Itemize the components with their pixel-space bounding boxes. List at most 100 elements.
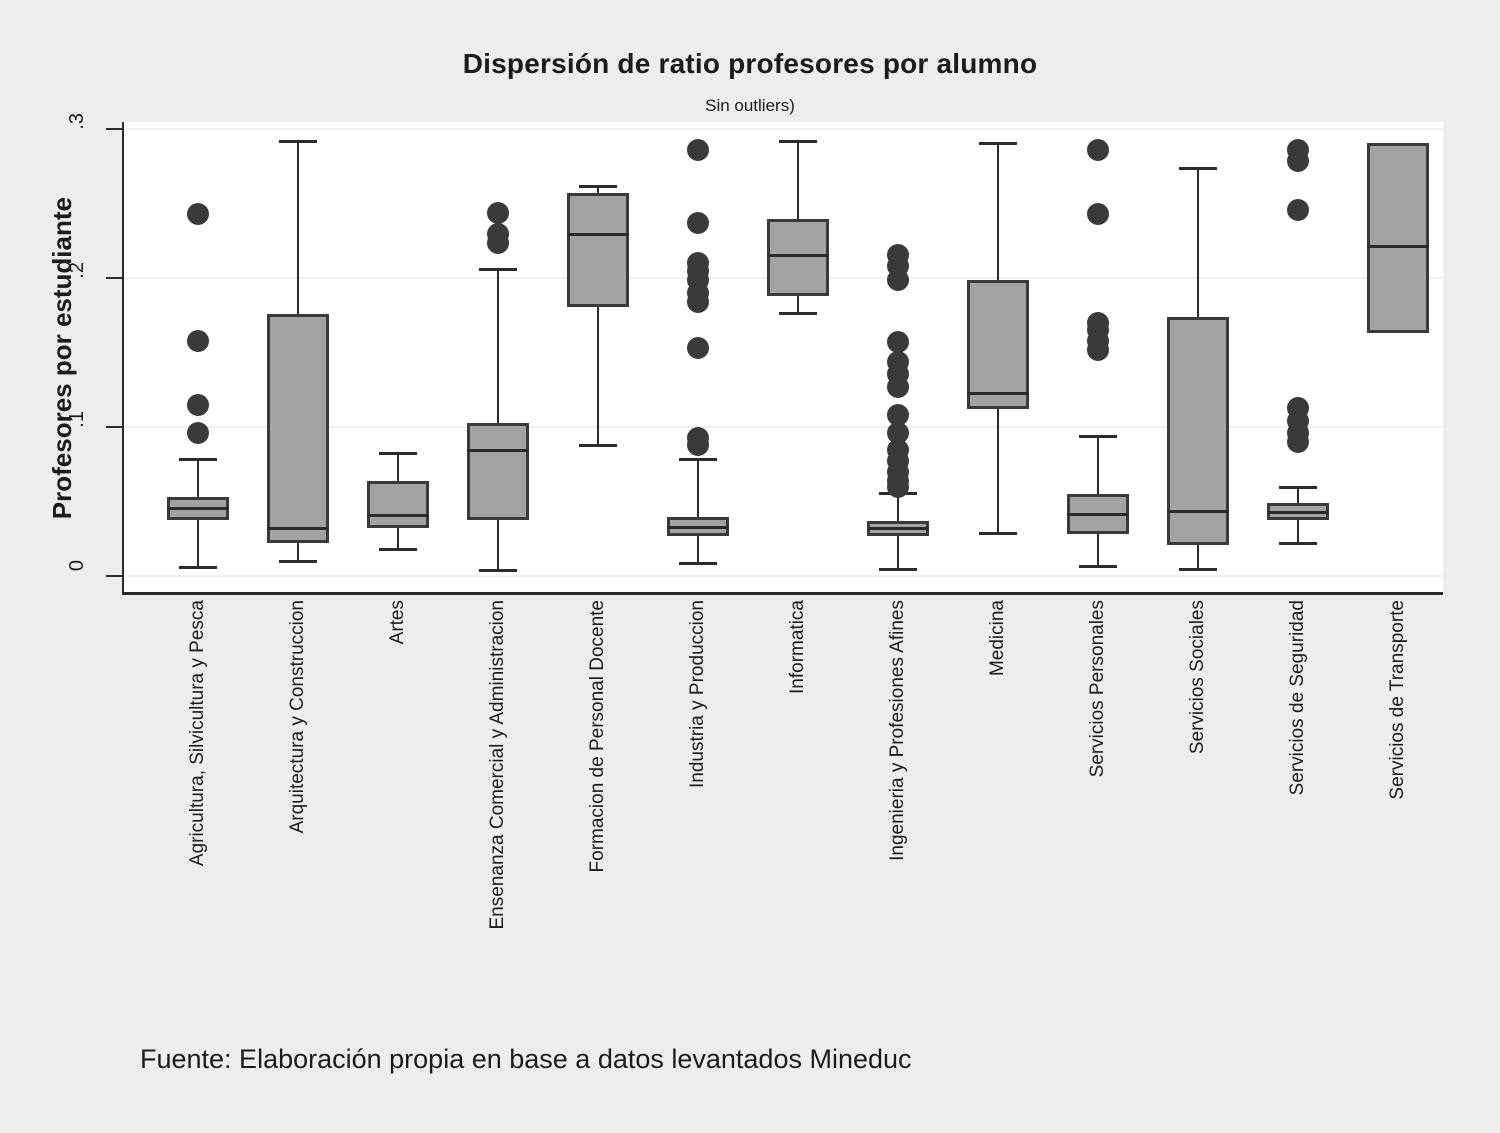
box-iqr [967, 279, 1029, 410]
whisker-cap-upper [978, 141, 1018, 145]
outlier-point [187, 203, 209, 226]
outlier-point [887, 422, 909, 445]
whisker-upper [1297, 486, 1299, 504]
gridline-.1 [124, 426, 1443, 429]
median-line [867, 527, 929, 531]
chart-source-note: Fuente: Elaboración propia en base a dat… [140, 1044, 912, 1074]
whisker-cap-lower [678, 561, 718, 565]
outlier-point [1087, 203, 1109, 226]
outlier-point [1087, 139, 1109, 162]
whisker-cap-lower [178, 566, 218, 570]
whisker-cap-upper [478, 268, 518, 272]
whisker-cap-lower [978, 531, 1018, 535]
whisker-cap-lower [1278, 542, 1318, 546]
boxplot-informatica[interactable] [767, 122, 829, 594]
median-line [767, 253, 829, 257]
boxplot-ensenanza-comercial-y-administracion[interactable] [467, 122, 529, 594]
boxplot-servicios-de-seguridad[interactable] [1267, 122, 1329, 594]
x-tick-label-industria-y-produccion: Industria y Produccion [687, 600, 708, 788]
outlier-point [887, 331, 909, 354]
whisker-cap-upper [578, 185, 618, 189]
whisker-cap-lower [578, 444, 618, 448]
whisker-upper [597, 186, 599, 194]
outlier-point [887, 268, 909, 291]
whisker-cap-upper [278, 140, 318, 144]
whisker-cap-upper [678, 457, 718, 461]
whisker-lower [897, 535, 899, 569]
whisker-cap-lower [378, 548, 418, 552]
whisker-upper [697, 458, 699, 517]
outlier-point [687, 337, 709, 360]
boxplot-artes[interactable] [367, 122, 429, 594]
y-tick-label-.3: .3 [66, 113, 88, 131]
x-tick-label-artes: Artes [387, 600, 408, 645]
y-axis-label-text: Profesores por estudiante [46, 196, 77, 520]
whisker-upper [1197, 168, 1199, 318]
boxplot-industria-y-produccion[interactable] [667, 122, 729, 594]
whisker-lower [797, 296, 799, 313]
outlier-point [887, 404, 909, 427]
whisker-cap-lower [278, 560, 318, 564]
whisker-cap-upper [1278, 485, 1318, 489]
whisker-upper [197, 458, 199, 498]
boxplot-agricultura-silvicultura-y-pesca[interactable] [167, 122, 229, 594]
box-iqr [267, 314, 329, 544]
boxplot-servicios-de-transporte[interactable] [1367, 122, 1429, 594]
outlier-point [687, 139, 709, 162]
outlier-point [687, 291, 709, 314]
y-tick-label-.1: .1 [66, 411, 88, 428]
median-line [667, 525, 729, 529]
whisker-upper [897, 492, 899, 522]
box-iqr [1367, 142, 1429, 334]
whisker-lower [197, 519, 199, 568]
whisker-lower [1197, 544, 1199, 569]
whisker-cap-upper [1078, 435, 1118, 439]
gridline-0 [124, 575, 1443, 578]
boxplot-arquitectura-y-construccion[interactable] [267, 122, 329, 594]
box-iqr [767, 218, 829, 297]
whisker-lower [697, 535, 699, 563]
plot-wrapper [124, 122, 1443, 594]
whisker-upper [797, 141, 799, 219]
y-tick-mark [106, 426, 122, 429]
y-tick-mark [106, 128, 122, 131]
outlier-point [1087, 338, 1109, 361]
x-tick-label-informatica: Informatica [787, 600, 808, 694]
boxplot-formacion-de-personal-docente[interactable] [567, 122, 629, 594]
outlier-point [187, 422, 209, 445]
x-tick-label-servicios-de-transporte: Servicios de Transporte [1387, 600, 1408, 800]
whisker-upper [397, 452, 399, 481]
outlier-point [1287, 431, 1309, 454]
whisker-cap-upper [178, 457, 218, 461]
outlier-point [487, 231, 509, 254]
box-iqr [567, 193, 629, 307]
y-tick-mark [106, 277, 122, 280]
median-line [467, 448, 529, 452]
whisker-lower [297, 543, 299, 562]
whisker-cap-upper [1178, 167, 1218, 171]
x-tick-label-ensenanza-comercial-y-administracion: Ensenanza Comercial y Administracion [487, 600, 508, 930]
outlier-point [687, 212, 709, 235]
boxplot-servicios-sociales[interactable] [1167, 122, 1229, 594]
median-line [167, 506, 229, 510]
x-tick-label-servicios-personales: Servicios Personales [1087, 600, 1108, 778]
x-axis-spine [122, 592, 1443, 595]
median-line [1167, 509, 1229, 513]
plot-area [124, 122, 1443, 594]
whisker-cap-upper [778, 140, 818, 144]
outlier-point [687, 434, 709, 457]
whisker-lower [497, 519, 499, 571]
y-tick-label-.2: .2 [66, 262, 88, 280]
whisker-lower [1297, 519, 1299, 544]
boxplot-medicina[interactable] [967, 122, 1029, 594]
y-axis-spine [122, 122, 124, 594]
whisker-cap-lower [878, 567, 918, 571]
outlier-point [1287, 149, 1309, 172]
whisker-upper [1097, 436, 1099, 495]
whisker-cap-lower [1078, 564, 1118, 568]
boxplot-ingenieria-y-profesiones-afines[interactable] [867, 122, 929, 594]
x-tick-label-servicios-de-seguridad: Servicios de Seguridad [1287, 600, 1308, 796]
x-tick-label-ingenieria-y-profesiones-afines: Ingenieria y Profesiones Afines [887, 600, 908, 861]
box-iqr [1167, 317, 1229, 545]
boxplot-servicios-personales[interactable] [1067, 122, 1129, 594]
